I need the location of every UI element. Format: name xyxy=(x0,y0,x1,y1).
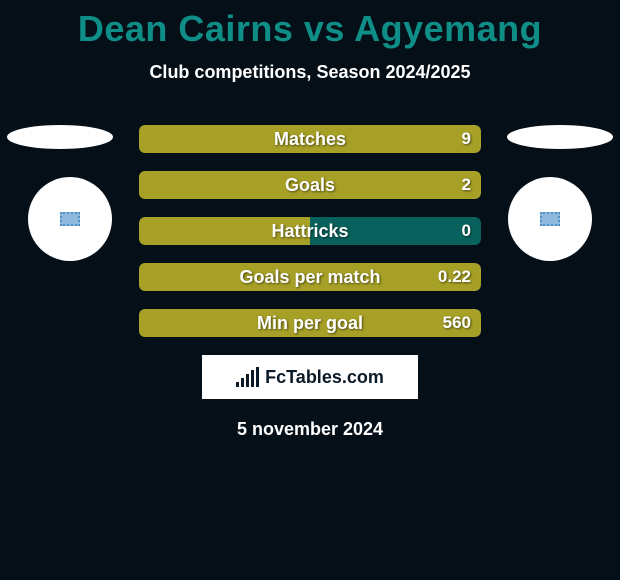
stats-rows: Matches 9 Goals 2 Hattricks 0 Goals per match 0… xyxy=(139,125,481,337)
stat-row: Goals per match 0.22 xyxy=(139,263,481,291)
stat-value-right: 0.22 xyxy=(438,267,471,287)
stat-label: Goals per match xyxy=(239,267,380,288)
stat-label: Min per goal xyxy=(257,313,363,334)
player-left-badge-circle xyxy=(28,177,112,261)
stat-value-right: 0 xyxy=(462,221,471,241)
page-title: Dean Cairns vs Agyemang xyxy=(0,0,620,50)
player-right-badge-circle xyxy=(508,177,592,261)
subtitle: Club competitions, Season 2024/2025 xyxy=(0,62,620,83)
comparison-area: Matches 9 Goals 2 Hattricks 0 Goals per match 0… xyxy=(0,125,620,440)
stat-row: Min per goal 560 xyxy=(139,309,481,337)
stat-label: Goals xyxy=(285,175,335,196)
stat-row: Hattricks 0 xyxy=(139,217,481,245)
stat-row: Goals 2 xyxy=(139,171,481,199)
stat-label: Hattricks xyxy=(271,221,348,242)
player-right-ellipse xyxy=(507,125,613,149)
stat-row: Matches 9 xyxy=(139,125,481,153)
player-left-ellipse xyxy=(7,125,113,149)
fctables-logo: FcTables.com xyxy=(202,355,418,399)
stat-value-right: 9 xyxy=(462,129,471,149)
stat-label: Matches xyxy=(274,129,346,150)
stat-value-right: 560 xyxy=(443,313,471,333)
flag-icon xyxy=(540,212,560,226)
logo-text: FcTables.com xyxy=(265,367,384,388)
date-line: 5 november 2024 xyxy=(0,419,620,440)
bars-icon xyxy=(236,367,259,387)
flag-icon xyxy=(60,212,80,226)
stat-value-right: 2 xyxy=(462,175,471,195)
